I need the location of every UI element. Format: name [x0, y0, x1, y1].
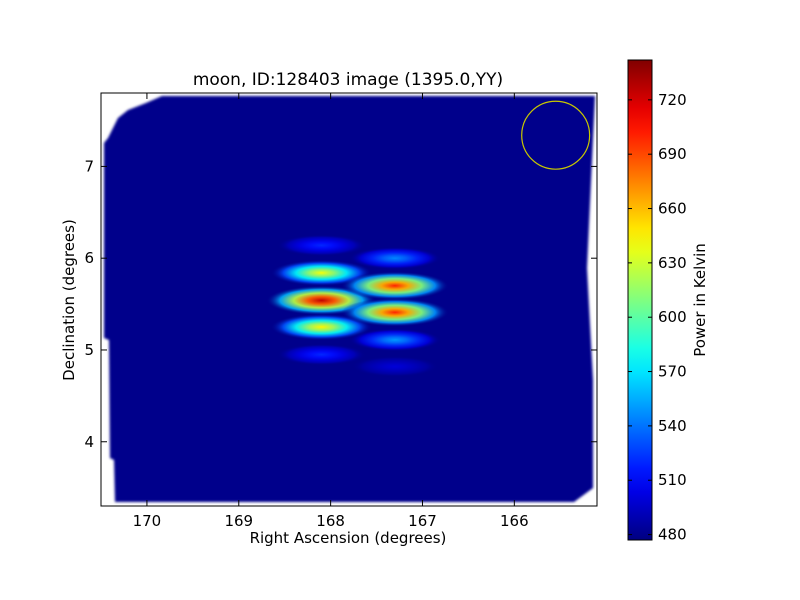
beam-circle — [521, 100, 591, 170]
x-axis: 170 169 168 167 166 — [133, 93, 529, 530]
x-axis-label: Right Ascension (degrees) — [250, 529, 447, 547]
colorbar-tick-label: 510 — [658, 471, 687, 489]
colorbar-tick-label: 540 — [658, 417, 687, 435]
colorbar-tick-label: 600 — [658, 308, 687, 326]
x-tick-label: 170 — [133, 512, 162, 530]
emission-blob — [277, 234, 366, 257]
colorbar: 480 510 540 570 600 630 660 690 720 Power in Kel… — [627, 59, 709, 544]
y-axis-label: Declination (degrees) — [60, 219, 78, 381]
emission-blob — [277, 343, 366, 366]
axes-frame — [100, 92, 598, 507]
emission-blob — [351, 356, 438, 377]
x-tick-label: 168 — [316, 512, 345, 530]
y-tick-label: 6 — [84, 249, 94, 267]
emission-blobs — [266, 234, 449, 377]
y-tick-label: 4 — [84, 433, 94, 451]
plot-area — [101, 93, 597, 506]
y-axis: 4 5 6 7 — [84, 157, 597, 451]
emission-blob — [270, 259, 372, 286]
emission-blob — [341, 271, 449, 300]
chart-title: moon, ID:128403 image (1395.0,YY) — [193, 70, 503, 90]
y-tick-label: 7 — [84, 157, 94, 175]
y-tick-label: 5 — [84, 341, 94, 359]
emission-blob — [341, 298, 449, 327]
colorbar-tick-label: 720 — [658, 91, 687, 109]
emission-blob — [349, 246, 441, 270]
colorbar-tick-label: 690 — [658, 145, 687, 163]
colorbar-tick-label: 660 — [658, 200, 687, 218]
x-tick-label: 167 — [408, 512, 437, 530]
colorbar-tick-label: 630 — [658, 254, 687, 272]
colorbar-label: Power in Kelvin — [691, 243, 709, 357]
colorbar-ticks: 480 510 540 570 600 630 660 690 720 — [628, 91, 687, 544]
emission-blob — [270, 313, 373, 341]
colorbar-tick-label: 570 — [658, 363, 687, 381]
x-tick-label: 166 — [500, 512, 529, 530]
emission-blob — [349, 328, 441, 352]
colorbar-gradient — [627, 59, 653, 541]
colorbar-tick-label: 480 — [658, 526, 687, 544]
x-tick-label: 169 — [224, 512, 253, 530]
